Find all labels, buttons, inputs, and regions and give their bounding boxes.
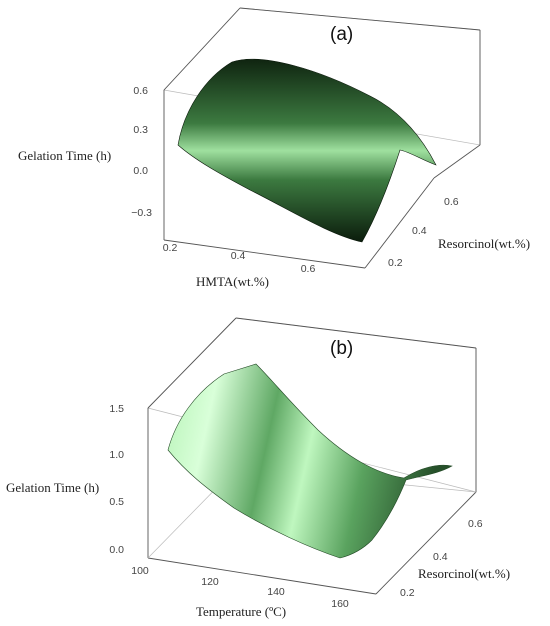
x-tick-a-2: 0.6 — [301, 263, 316, 275]
z-tick-b-2: 0.5 — [109, 496, 124, 508]
y-tick-a-1: 0.4 — [412, 225, 427, 237]
x-tick-a-0: 0.2 — [163, 242, 178, 254]
x-axis-title-b: Temperature (ºC) — [196, 604, 286, 619]
panel-a: 0.6 0.3 0.0 −0.3 0.2 0.4 0.6 0.2 0.4 0.6… — [18, 7, 530, 289]
right-bottom-edge-a — [433, 144, 481, 179]
x-tick-a-1: 0.4 — [231, 250, 246, 262]
z-tick-a-3: −0.3 — [131, 207, 152, 219]
y-tick-a-0: 0.2 — [388, 257, 403, 269]
z-axis-title-a: Gelation Time (h) — [18, 148, 111, 163]
x-axis-line-a — [163, 239, 366, 269]
x-axis-line-b — [147, 557, 377, 595]
top-left-edge-a — [163, 7, 241, 91]
panel-b: 1.5 1.0 0.5 0.0 100 120 140 160 0.2 0.4 … — [6, 317, 510, 619]
x-tick-b-0: 100 — [131, 565, 149, 577]
z-tick-a-1: 0.3 — [133, 124, 148, 136]
y-tick-b-1: 0.4 — [433, 551, 448, 563]
y-axis-line-a — [364, 177, 435, 269]
panel-label-a: (a) — [330, 24, 353, 45]
surface-a — [177, 58, 437, 243]
z-tick-b-1: 1.0 — [109, 449, 124, 461]
y-tick-b-2: 0.6 — [468, 518, 483, 530]
top-back-edge-a — [239, 7, 481, 31]
x-axis-title-a: HMTA(wt.%) — [196, 274, 269, 289]
y-axis-title-a: Resorcinol(wt.%) — [438, 236, 530, 251]
panel-label-b: (b) — [330, 338, 353, 359]
z-tick-b-0: 1.5 — [109, 403, 124, 415]
y-axis-title-b: Resorcinol(wt.%) — [418, 566, 510, 581]
y-tick-a-2: 0.6 — [444, 196, 459, 208]
z-tick-a-2: 0.0 — [133, 165, 148, 177]
surface-b — [167, 363, 453, 559]
y-axis-line-b — [375, 491, 477, 595]
z-tick-a-0: 0.6 — [133, 85, 148, 97]
z-tick-b-3: 0.0 — [109, 544, 124, 556]
y-tick-b-0: 0.2 — [400, 587, 415, 599]
z-axis-title-b: Gelation Time (h) — [6, 480, 99, 495]
x-tick-b-1: 120 — [201, 576, 219, 588]
x-tick-b-3: 160 — [331, 598, 349, 610]
x-tick-b-2: 140 — [267, 586, 285, 598]
top-left-edge-b — [147, 317, 237, 409]
top-back-edge-b — [235, 317, 477, 349]
